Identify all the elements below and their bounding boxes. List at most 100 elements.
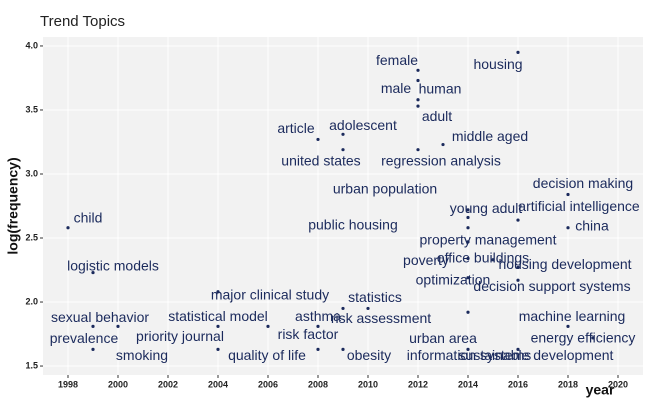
x-tick-label: 2012 (408, 379, 428, 389)
point (91, 270, 95, 275)
point-label: middle aged (452, 128, 528, 144)
point-label: decision making (533, 175, 633, 191)
point (216, 290, 220, 294)
point-label: office buildings (437, 249, 529, 265)
point-label: sexual behavior (51, 309, 149, 325)
y-tick-label: 4.0 (25, 40, 38, 50)
point (416, 68, 420, 72)
point (466, 240, 470, 244)
point-label: artificial intelligence (518, 198, 640, 214)
point-label: risk factor (278, 326, 339, 342)
x-tick-label: 2004 (208, 379, 228, 389)
point (441, 142, 445, 147)
y-tick-label: 3.5 (25, 104, 38, 114)
y-tick-label: 3.0 (25, 168, 38, 178)
point (516, 50, 520, 54)
point (466, 215, 470, 220)
point (341, 306, 345, 311)
point (466, 208, 470, 212)
point-label: united states (281, 152, 360, 168)
point-label: article (277, 120, 315, 136)
point (341, 148, 345, 152)
point-label: machine learning (519, 308, 626, 324)
x-tick-label: 2000 (108, 379, 128, 389)
point (466, 226, 470, 230)
point (341, 347, 345, 351)
point-label: urban area (409, 330, 477, 346)
x-tick-label: 2002 (158, 379, 178, 389)
point-label: male (381, 80, 412, 96)
y-tick-label: 1.5 (25, 360, 38, 370)
point (316, 137, 320, 142)
point-label: poverty (403, 252, 449, 268)
point-label: adult (422, 108, 452, 124)
point (91, 324, 95, 328)
point-label: priority journal (136, 328, 224, 344)
chart-title: Trend Topics (40, 13, 125, 30)
y-tick-label: 2.0 (25, 296, 38, 306)
point (216, 324, 220, 328)
point-label: china (575, 217, 609, 233)
point (91, 347, 95, 351)
point-label: child (74, 209, 103, 225)
point-label: female (376, 52, 418, 68)
point-label: housing development (498, 256, 631, 272)
point (66, 226, 70, 230)
x-tick-label: 2006 (258, 379, 278, 389)
point (466, 256, 470, 261)
point (516, 278, 520, 282)
point-label: obesity (347, 347, 391, 363)
y-tick-label: 2.5 (25, 232, 38, 242)
point (466, 310, 470, 314)
point-label: human (419, 80, 462, 96)
point-label: quality of life (228, 347, 306, 363)
point-label: risk assessment (331, 310, 431, 326)
x-tick-label: 2008 (308, 379, 328, 389)
point (466, 347, 470, 351)
point (416, 148, 420, 152)
point-label: housing (473, 56, 522, 72)
x-tick-label: 2016 (508, 379, 528, 389)
point (516, 218, 520, 222)
point (341, 132, 345, 136)
point-label: sustainable development (459, 347, 614, 363)
point (566, 324, 570, 328)
point-label: adolescent (329, 117, 397, 133)
x-tick-label: 2020 (608, 379, 628, 389)
point-label: statistics (348, 289, 402, 305)
point-label: regression analysis (381, 152, 501, 168)
point-label: prevalence (50, 330, 119, 346)
point (416, 78, 420, 83)
point (316, 324, 320, 328)
point (516, 265, 520, 270)
plot-panel (43, 37, 643, 375)
point-label: information systems (407, 347, 531, 363)
point-label: logistic models (67, 257, 159, 273)
point-label: young adult (450, 200, 523, 216)
point-label: energy efficiency (531, 330, 636, 346)
point-label: statistical model (168, 308, 268, 324)
point-label: asthma (295, 308, 341, 324)
point-label: urban population (333, 181, 437, 197)
point (216, 347, 220, 351)
point (266, 324, 270, 328)
x-axis-title: year (586, 382, 615, 398)
point-label: major clinical study (211, 286, 329, 302)
x-tick-label: 2010 (358, 379, 378, 389)
point (591, 336, 595, 340)
y-axis-title: log(frequency) (5, 157, 21, 254)
point (116, 324, 120, 328)
point (316, 347, 320, 351)
point (366, 306, 370, 311)
point (416, 98, 420, 102)
point (566, 226, 570, 230)
point-label: public housing (308, 216, 398, 232)
point (466, 276, 470, 280)
point-label: optimization (416, 271, 491, 287)
x-tick-label: 2018 (558, 379, 578, 389)
x-tick-label: 1998 (58, 379, 78, 389)
x-tick-label: 2014 (458, 379, 478, 389)
point (516, 347, 520, 351)
point (491, 258, 495, 262)
